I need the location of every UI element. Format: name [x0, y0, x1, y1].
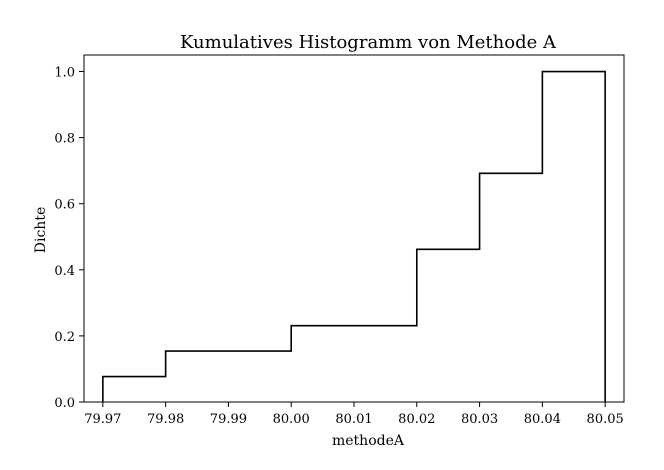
chart-title: Kumulatives Histogramm von Methode A — [180, 32, 557, 53]
y-tick-label: 0.6 — [54, 198, 75, 213]
x-tick-label: 80.00 — [273, 412, 310, 427]
y-axis-label: Dichte — [33, 207, 49, 253]
x-tick-label: 80.03 — [461, 412, 498, 427]
x-tick-label: 80.01 — [335, 412, 372, 427]
histogram-bin — [103, 377, 166, 402]
plot-area: 79.97 79.98 79.99 80.00 80.01 80.02 80.03 80.04… — [54, 54, 625, 427]
y-tick-label: 0.8 — [54, 132, 75, 147]
x-axis-label: methodeA — [332, 433, 405, 449]
histogram-bin — [291, 326, 417, 402]
y-tick-label: 0.2 — [54, 330, 75, 345]
histogram-bin — [417, 249, 480, 402]
histogram-step-line — [102, 70, 606, 402]
x-tick-label: 80.05 — [587, 412, 624, 427]
x-tick-label: 79.99 — [210, 412, 247, 427]
y-tick-label: 0.0 — [54, 396, 75, 411]
x-tick-label: 79.98 — [147, 412, 184, 427]
x-tick-label: 79.97 — [84, 412, 121, 427]
histogram-bin — [166, 351, 292, 402]
x-tick-label: 80.04 — [524, 412, 561, 427]
histogram-bin — [480, 173, 543, 402]
histogram-bin — [542, 72, 605, 402]
y-tick-label: 1.0 — [54, 66, 75, 81]
x-tick-label: 80.02 — [398, 412, 435, 427]
y-tick-label: 0.4 — [54, 264, 75, 279]
